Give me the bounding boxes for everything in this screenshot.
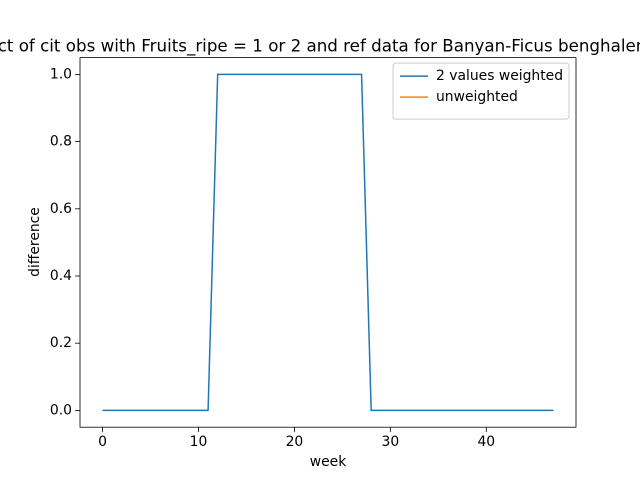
x-tick-label: 10 <box>190 434 208 450</box>
legend-box <box>392 62 570 120</box>
legend-label: 2 values weighted <box>436 68 563 84</box>
plot-frame <box>79 57 577 428</box>
y-tick-label: 0.8 <box>50 134 72 150</box>
x-tick-label: 0 <box>98 434 107 450</box>
y-tick-label: 1.0 <box>50 66 72 82</box>
series-line <box>102 73 554 412</box>
y-tick-label: 0.4 <box>50 268 72 284</box>
x-tick-label: 20 <box>286 434 304 450</box>
y-axis-label: difference <box>27 207 43 277</box>
y-tick-label: 0.0 <box>50 402 72 418</box>
x-tick-label: 30 <box>382 434 400 450</box>
legend-label: unweighted <box>436 89 518 105</box>
x-tick-label: 40 <box>477 434 495 450</box>
y-tick-label: 0.6 <box>50 201 72 217</box>
y-tick-label: 0.2 <box>50 335 72 351</box>
x-axis-label: week <box>310 454 347 470</box>
chart-title: ct of cit obs with Fruits_ripe = 1 or 2 … <box>0 36 640 57</box>
